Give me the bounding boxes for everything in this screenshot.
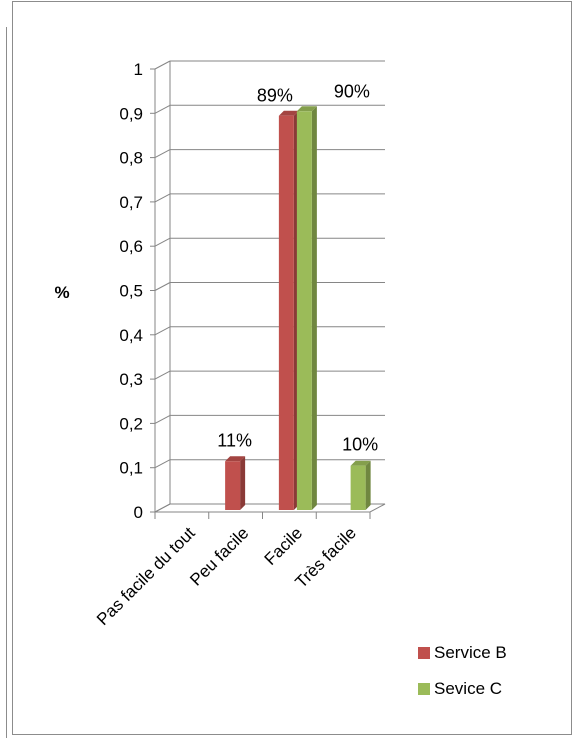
page-left-rule bbox=[0, 27, 7, 738]
bar-sevice-c-tres-facile bbox=[350, 465, 366, 510]
y-tick-label: 0,6 bbox=[119, 237, 143, 256]
y-tick-label: 0,8 bbox=[119, 149, 143, 168]
bar-sevice-c-facile bbox=[296, 111, 312, 511]
bar-side-service-b-peu-facile bbox=[240, 456, 246, 510]
axis-layer bbox=[150, 61, 386, 519]
legend-label-sevice-c: Sevice C bbox=[434, 679, 503, 698]
legend-swatch-service-b bbox=[418, 647, 430, 659]
bar-layer bbox=[225, 106, 371, 511]
y-tick-label: 0,1 bbox=[119, 459, 143, 478]
gridline-side bbox=[154, 104, 171, 114]
gridline-side bbox=[154, 282, 171, 291]
y-tick-label: 0,9 bbox=[119, 104, 143, 123]
bar-service-b-peu-facile bbox=[225, 461, 241, 510]
legend-item-sevice-c: Sevice C bbox=[418, 679, 502, 699]
y-tick-label: 0,2 bbox=[119, 414, 143, 433]
gridline-side bbox=[154, 326, 171, 336]
legend-swatch-sevice-c bbox=[418, 683, 430, 695]
y-tick-label: 0,5 bbox=[119, 282, 143, 301]
x-tick-label-pas-facile-du-tout: Pas facile du tout bbox=[93, 523, 199, 629]
gridline-side bbox=[154, 193, 171, 203]
data-label-sevice-c-facile: 90% bbox=[334, 81, 370, 101]
gridline-side bbox=[154, 237, 171, 247]
bar-top-service-b-peu-facile bbox=[225, 456, 246, 462]
label-layer: 0 0,1 0,2 0,3 0,4 0,5 0,6 0,7 0,8 0,9 1 Pas facile … bbox=[93, 60, 378, 629]
gridline-side bbox=[154, 370, 171, 380]
bar-side-sevice-c-tres-facile bbox=[365, 460, 371, 510]
data-label-service-b-facile: 89% bbox=[257, 86, 293, 106]
y-tick-label: 0,4 bbox=[119, 326, 143, 345]
y-tick-label: 1 bbox=[134, 60, 143, 79]
bar-top-service-b-facile bbox=[278, 110, 299, 116]
bar-top-sevice-c-facile bbox=[296, 106, 317, 112]
gridline-side bbox=[154, 459, 171, 469]
gridline-side bbox=[154, 60, 171, 70]
x-tick-label-facile: Facile bbox=[261, 523, 307, 569]
data-label-sevice-c-tres-facile: 10% bbox=[342, 435, 378, 455]
legend-item-service-b: Service B bbox=[418, 643, 507, 663]
y-axis-label: % bbox=[54, 283, 69, 302]
y-tick-label: 0 bbox=[134, 503, 143, 522]
gridline-side bbox=[154, 414, 171, 424]
y-tick-label: 0,7 bbox=[119, 193, 143, 212]
legend-label-service-b: Service B bbox=[434, 643, 507, 662]
bar-side-sevice-c-facile bbox=[311, 106, 317, 511]
y-tick-label: 0,3 bbox=[119, 370, 143, 389]
x-tick-label-peu-facile: Peu facile bbox=[186, 523, 252, 589]
chart-floor bbox=[154, 503, 386, 513]
gridline-side bbox=[154, 149, 171, 159]
bar-service-b-facile bbox=[278, 115, 294, 510]
data-label-service-b-peu-facile: 11% bbox=[217, 430, 252, 450]
bar-top-sevice-c-tres-facile bbox=[350, 460, 371, 466]
